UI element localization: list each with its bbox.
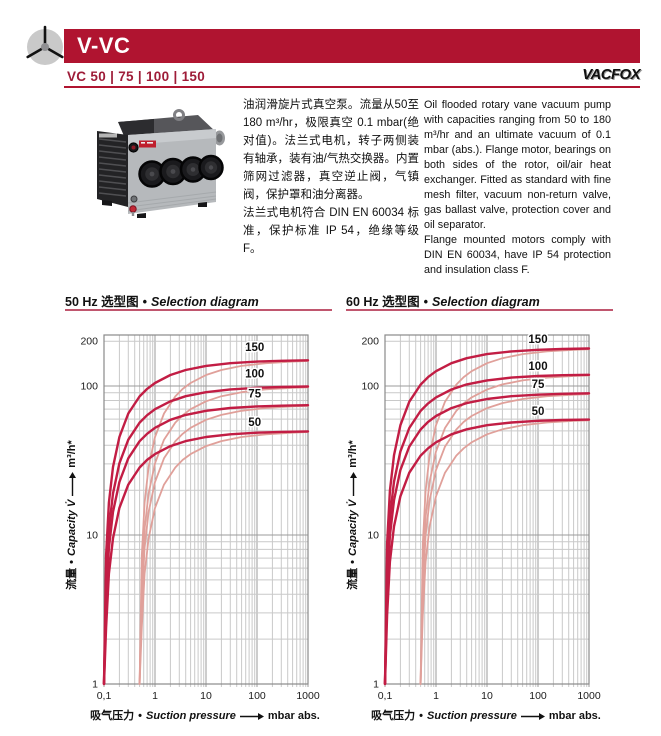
arrow-right-icon <box>349 471 357 496</box>
x-axis-label-zh: 吸气压力 <box>90 710 135 722</box>
intro-en-paragraph-2: Flange mounted motors comply with DIN EN… <box>424 234 611 276</box>
y-axis-label-en: Capacity V̇ <box>66 499 78 556</box>
svg-text:100: 100 <box>528 361 547 373</box>
bullet-separator: • <box>419 710 424 722</box>
intro-zh-paragraph-1: 油润滑旋片式真空泵。流量从50至 180 m³/hr，极限真空 0.1 mbar… <box>243 99 419 201</box>
svg-text:1: 1 <box>433 690 439 702</box>
fan-logo-icon <box>26 25 64 65</box>
svg-text:150: 150 <box>245 342 264 354</box>
bullet-separator: • <box>66 559 78 564</box>
svg-text:10: 10 <box>481 690 493 702</box>
svg-text:75: 75 <box>532 379 545 391</box>
intro-zh-paragraph-2: 法兰式电机符合 DIN EN 60034 标准，保护标准 IP 54，绝缘等级 … <box>243 207 419 255</box>
svg-text:100: 100 <box>80 381 98 393</box>
svg-text:1: 1 <box>373 679 379 691</box>
svg-text:50: 50 <box>248 417 261 429</box>
svg-text:0,1: 0,1 <box>378 690 393 702</box>
x-axis-label-zh: 吸气压力 <box>371 710 416 722</box>
svg-text:1000: 1000 <box>296 690 320 702</box>
svg-text:75: 75 <box>248 388 261 400</box>
product-photo <box>97 109 225 218</box>
svg-text:100: 100 <box>248 690 266 702</box>
svg-text:100: 100 <box>245 369 264 381</box>
svg-text:0,1: 0,1 <box>97 690 112 702</box>
x-axis-label-en: Suction pressure <box>146 710 236 722</box>
svg-text:100: 100 <box>361 381 379 393</box>
arrow-right-icon <box>68 471 76 496</box>
bullet-separator: • <box>138 710 143 722</box>
chart-title-rule-60hz <box>346 309 613 311</box>
y-axis-unit: m³/h* <box>347 440 359 468</box>
header-rule <box>64 86 640 88</box>
x-axis-caption-60hz: 吸气压力 • Suction pressure mbar abs. <box>321 707 651 723</box>
chart-title-rule-50hz <box>65 309 332 311</box>
svg-text:150: 150 <box>528 334 547 346</box>
arrow-right-icon <box>520 712 545 720</box>
intro-text-zh: 油润滑旋片式真空泵。流量从50至 180 m³/hr，极限真空 0.1 mbar… <box>243 96 419 258</box>
chart-title-50hz-zh: 50 Hz 选型图 <box>65 295 139 309</box>
x-axis-label-en: Suction pressure <box>427 710 517 722</box>
x-axis-unit: mbar abs. <box>548 710 601 722</box>
y-axis-label-zh: 流量 <box>66 567 78 590</box>
x-axis-caption-50hz: 吸气压力 • Suction pressure mbar abs. <box>40 707 370 723</box>
svg-text:1: 1 <box>92 679 98 691</box>
svg-text:10: 10 <box>367 530 379 542</box>
bullet-separator: • <box>347 559 359 564</box>
y-axis-caption-60hz: 流量 • Capacity V̇ m³/h* <box>344 338 360 692</box>
fan-guard-circles <box>138 154 224 188</box>
header-banner: V-VC <box>64 29 640 63</box>
svg-text:100: 100 <box>529 690 547 702</box>
svg-text:1: 1 <box>152 690 158 702</box>
chart-title-60hz: 60 Hz 选型图 • Selection diagram <box>346 291 540 310</box>
intro-text-en: Oil flooded rotary vane vacuum pump with… <box>424 98 611 278</box>
y-axis-label-en: Capacity V̇ <box>347 499 359 556</box>
bullet-separator: • <box>423 295 429 309</box>
chart-title-60hz-en: Selection diagram <box>432 295 540 309</box>
page-title: V-VC <box>77 33 131 58</box>
svg-text:10: 10 <box>86 530 98 542</box>
intro-en-paragraph-1: Oil flooded rotary vane vacuum pump with… <box>424 99 611 231</box>
x-axis-unit: mbar abs. <box>267 710 320 722</box>
bullet-separator: • <box>142 295 148 309</box>
svg-text:50: 50 <box>532 406 545 418</box>
arrow-right-icon <box>239 712 264 720</box>
y-axis-label-zh: 流量 <box>347 567 359 590</box>
chart-title-60hz-zh: 60 Hz 选型图 <box>346 295 420 309</box>
svg-text:200: 200 <box>80 336 98 348</box>
chart-title-50hz-en: Selection diagram <box>151 295 259 309</box>
y-axis-unit: m³/h* <box>66 440 78 468</box>
y-axis-caption-50hz: 流量 • Capacity V̇ m³/h* <box>63 338 79 692</box>
brand-logo: VACFOX <box>582 66 640 83</box>
svg-text:1000: 1000 <box>577 690 601 702</box>
svg-text:200: 200 <box>361 336 379 348</box>
svg-text:10: 10 <box>200 690 212 702</box>
chart-title-50hz: 50 Hz 选型图 • Selection diagram <box>65 291 259 310</box>
models-subtitle: VC 50 | 75 | 100 | 150 <box>67 69 206 84</box>
